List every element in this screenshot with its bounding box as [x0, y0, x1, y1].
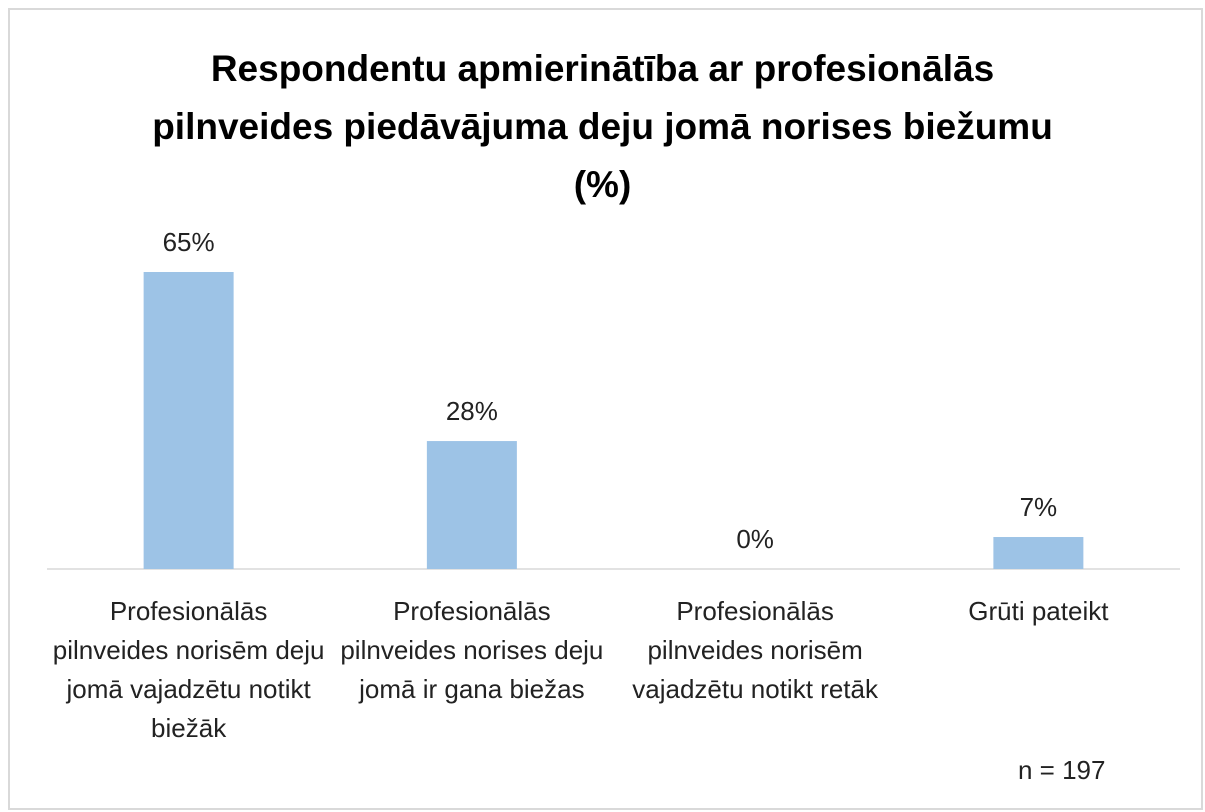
bar: [993, 537, 1084, 569]
annotation: n = 197: [1018, 755, 1106, 785]
bar: [143, 272, 234, 569]
x-tick-label: Profesionālās pilnveides norisēm deju jo…: [52, 596, 325, 743]
x-tick-label: Grūti pateikt: [968, 596, 1109, 626]
x-tick-label: Profesionālās pilnveides norises deju jo…: [340, 596, 604, 704]
data-label: 7%: [1019, 492, 1058, 522]
bar: [426, 441, 517, 569]
data-label: 0%: [736, 524, 774, 554]
data-label: 65%: [162, 227, 215, 257]
x-tick-label: Profesionālās pilnveides norisēm vajadzē…: [632, 596, 878, 704]
chart-title: Respondentu apmierinātība ar profesionāl…: [152, 48, 1053, 205]
data-label: 28%: [445, 396, 498, 427]
